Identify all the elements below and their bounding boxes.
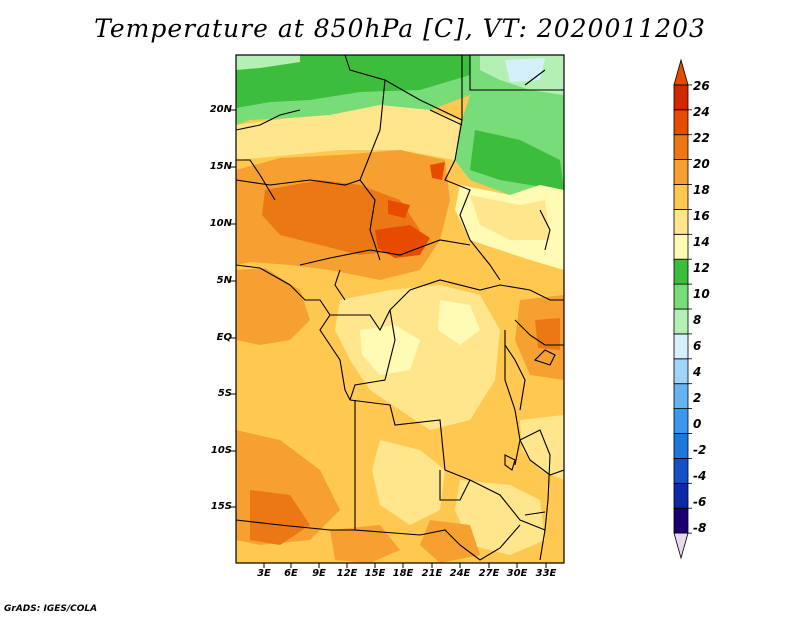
colorbar-segment [673, 208, 689, 235]
colorbar-segment [673, 383, 689, 410]
colorbar-segment [673, 233, 689, 260]
colorbar-label: -2 [693, 443, 707, 457]
colorbar-label: 4 [693, 365, 702, 379]
colorbar-label: 0 [693, 417, 702, 431]
colorbar-segment [673, 507, 689, 534]
grads-credit: GrADS: IGES/COLA [4, 604, 98, 614]
colorbar-label: 2 [693, 391, 702, 405]
colorbar-label: 16 [693, 209, 710, 223]
lat-label: 15N [209, 161, 232, 172]
colorbar-segment [673, 184, 689, 210]
colorbar-label: 26 [693, 79, 710, 93]
colorbar-segment [673, 134, 689, 160]
map-title: Temperature at 850hPa [C], VT: 202001120… [94, 14, 706, 43]
country-borders [236, 55, 564, 561]
lon-label: 27E [478, 568, 500, 579]
colorbar-label: 24 [693, 105, 710, 119]
colorbar-segment [673, 84, 689, 111]
lat-label: 5S [217, 388, 232, 399]
lon-label: 3E [257, 568, 271, 579]
colorbar [673, 58, 692, 560]
colorbar-label: 12 [693, 261, 710, 275]
colorbar-segment [673, 532, 689, 560]
colorbar-segment [673, 408, 689, 434]
colorbar-segment [673, 109, 689, 136]
colorbar-segment [673, 159, 689, 185]
lon-label: 24E [449, 568, 471, 579]
lat-label: 10S [210, 445, 232, 456]
colorbar-label: 18 [693, 183, 710, 197]
lon-label: 33E [535, 568, 557, 579]
colorbar-label: 8 [693, 313, 702, 327]
lat-label: 20N [209, 104, 232, 115]
colorbar-segment [673, 482, 689, 509]
lat-label: 5N [216, 275, 232, 286]
lon-label: 18E [392, 568, 414, 579]
map-frame [235, 54, 565, 564]
colorbar-label: 14 [693, 235, 710, 249]
colorbar-label: 6 [693, 339, 702, 353]
lat-label: 15S [210, 501, 232, 512]
lon-label: 15E [364, 568, 386, 579]
colorbar-label: -6 [693, 495, 707, 509]
lat-label: 10N [209, 218, 232, 229]
lon-label: 9E [312, 568, 326, 579]
lon-label: 21E [421, 568, 443, 579]
colorbar-segment [673, 333, 689, 360]
colorbar-segment [673, 308, 689, 335]
colorbar-segment [673, 457, 689, 484]
colorbar-segment [673, 358, 689, 385]
colorbar-label: 10 [693, 287, 710, 301]
colorbar-label: 20 [693, 157, 710, 171]
colorbar-label: 22 [693, 131, 710, 145]
colorbar-segment [673, 283, 689, 310]
colorbar-label: -8 [693, 521, 707, 535]
lon-label: 12E [336, 568, 358, 579]
lon-ticks [263, 563, 547, 568]
lon-label: 6E [284, 568, 298, 579]
colorbar-segment [673, 433, 689, 459]
lat-ticks [230, 109, 236, 508]
colorbar-label: -4 [693, 469, 707, 483]
temperature-field [236, 55, 564, 563]
colorbar-segment [673, 58, 689, 86]
lon-label: 30E [506, 568, 528, 579]
lat-label: EQ [216, 332, 232, 343]
colorbar-segment [673, 258, 689, 285]
